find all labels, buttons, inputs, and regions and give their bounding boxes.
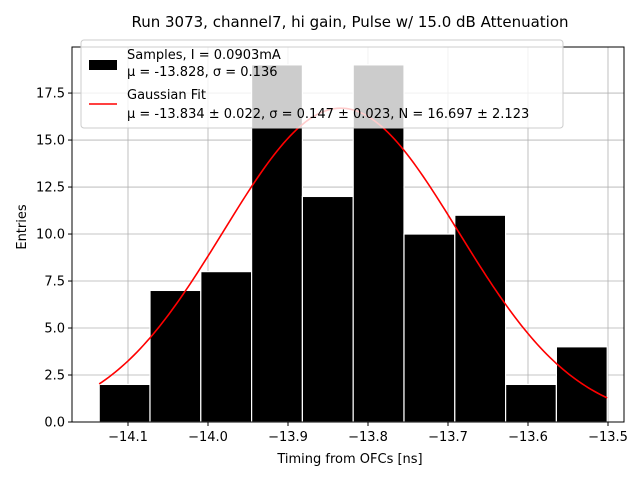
y-tick-label: 10.0 xyxy=(36,228,65,243)
y-tick-label: 12.5 xyxy=(36,181,65,196)
legend: Samples, I = 0.0903mA μ = -13.828, σ = 0… xyxy=(80,39,564,129)
histogram-bar xyxy=(403,233,456,423)
legend-samples-swatch xyxy=(89,60,117,70)
legend-box xyxy=(80,39,564,129)
x-axis-label: Timing from OFCs [ns] xyxy=(276,452,422,467)
legend-fit-params: μ = -13.834 ± 0.022, σ = 0.147 ± 0.023, … xyxy=(127,107,529,122)
y-axis-ticks: 0.0 2.5 5.0 7.5 10.0 12.5 15.0 17.5 xyxy=(36,87,72,431)
histogram-bar xyxy=(454,214,507,423)
histogram-bar xyxy=(149,289,202,423)
y-tick-label: 2.5 xyxy=(44,369,65,384)
histogram-bar xyxy=(301,195,354,423)
histogram-bar xyxy=(200,271,253,423)
legend-samples-label: Samples, I = 0.0903mA xyxy=(127,48,281,63)
x-tick-label: −13.9 xyxy=(268,430,308,445)
histogram-bar xyxy=(98,383,151,423)
chart-title: Run 3073, channel7, hi gain, Pulse w/ 15… xyxy=(131,13,568,31)
legend-samples-stats: μ = -13.828, σ = 0.136 xyxy=(127,65,277,80)
x-tick-label: −14.1 xyxy=(108,430,148,445)
x-tick-label: −13.7 xyxy=(428,430,468,445)
y-axis-label: Entries xyxy=(15,204,30,250)
x-axis-ticks: −14.1 −14.0 −13.9 −13.8 −13.7 −13.6 −13.5 xyxy=(108,422,628,445)
y-tick-label: 5.0 xyxy=(44,322,65,337)
y-tick-label: 17.5 xyxy=(36,87,65,102)
x-tick-label: −13.8 xyxy=(348,430,388,445)
legend-fit-label: Gaussian Fit xyxy=(127,88,206,103)
y-tick-label: 0.0 xyxy=(44,416,65,431)
y-tick-label: 7.5 xyxy=(44,275,65,290)
x-tick-label: −13.6 xyxy=(508,430,548,445)
y-tick-label: 15.0 xyxy=(36,134,65,149)
histogram-bar xyxy=(505,383,558,423)
x-tick-label: −13.5 xyxy=(588,430,628,445)
x-tick-label: −14.0 xyxy=(188,430,228,445)
